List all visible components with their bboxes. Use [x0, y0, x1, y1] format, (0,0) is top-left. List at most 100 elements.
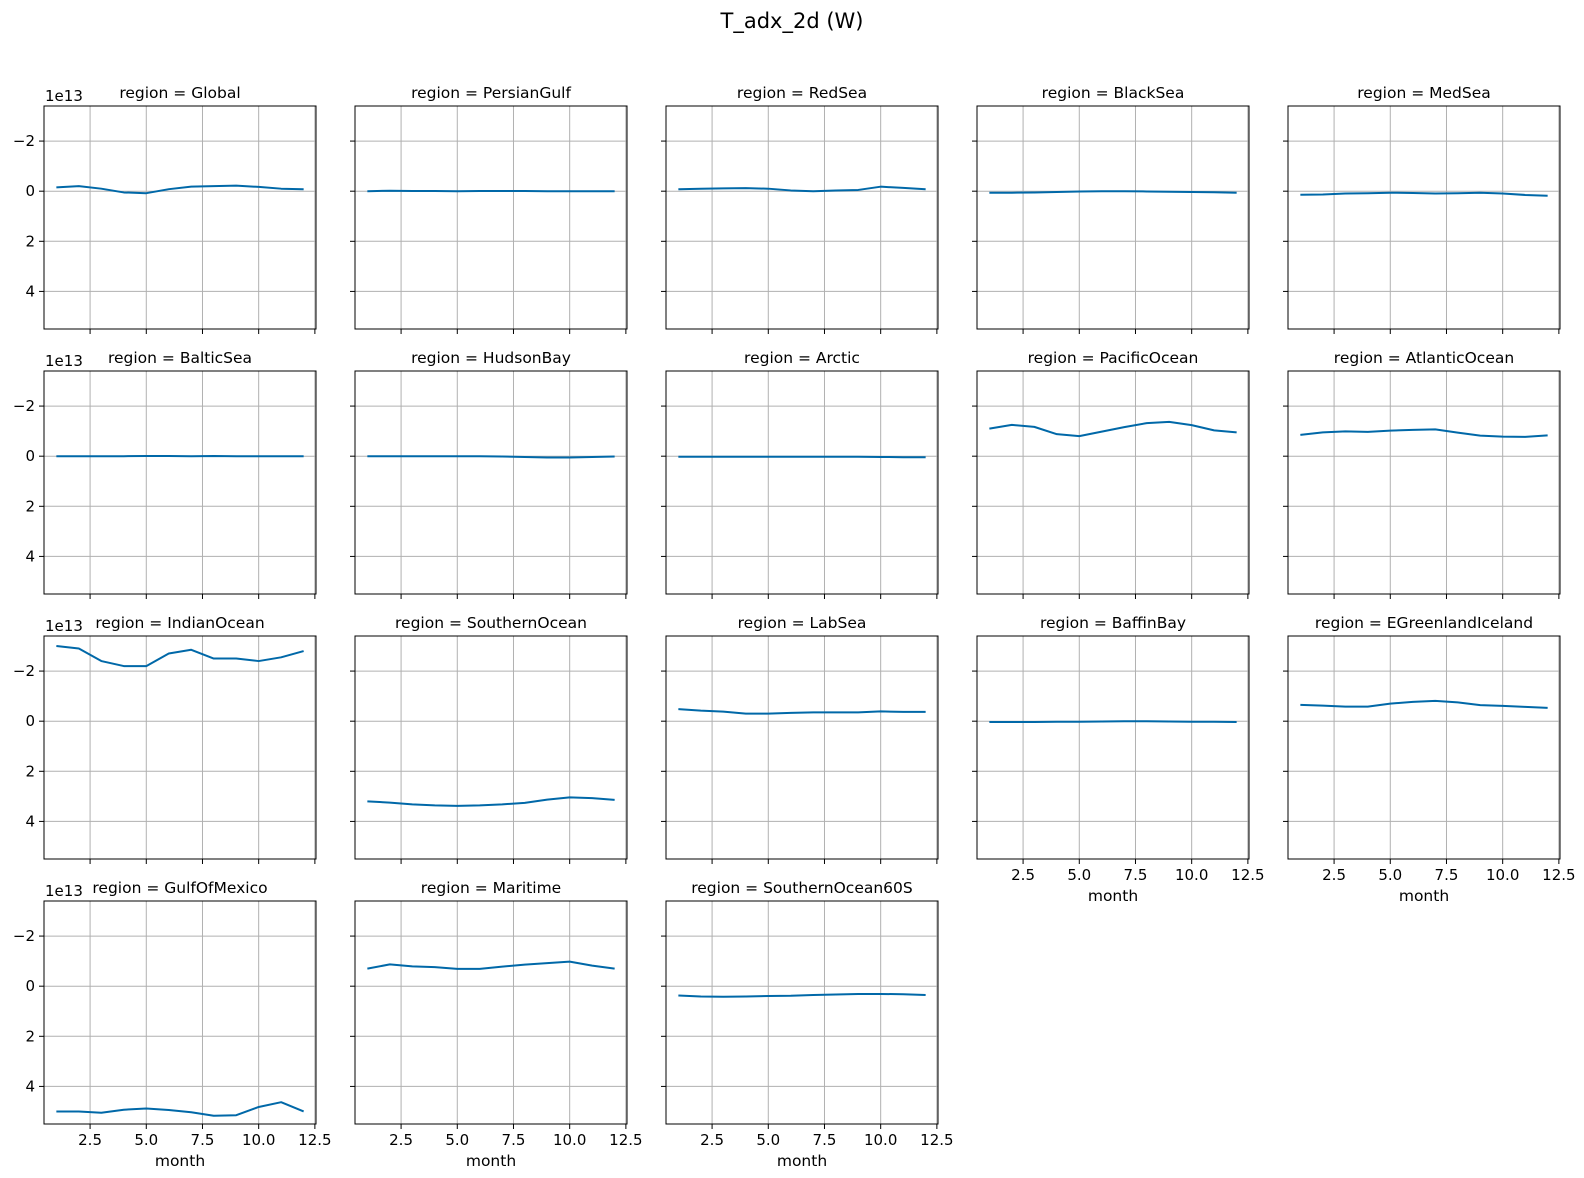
axes-frame: [43, 105, 317, 330]
x-tick-label: 7.5: [813, 1131, 837, 1149]
y-tick-label: 4: [25, 282, 35, 300]
panel-title: region = RedSea: [737, 84, 867, 102]
series-line: [367, 189, 615, 193]
panel-title: region = BaffinBay: [1040, 614, 1186, 632]
axes-frame: [1287, 105, 1561, 330]
axes-frame: [43, 900, 317, 1125]
series-line: [56, 645, 304, 668]
panel-title: region = IndianOcean: [95, 614, 264, 632]
axes-frame: [354, 105, 628, 330]
x-tick-label: 12.5: [298, 1131, 331, 1149]
axes-frame: [665, 370, 939, 595]
panel-egreenlandiceland: region = EGreenlandIceland 2.5 5.0 7.5 10.0 1…: [1283, 614, 1576, 905]
x-tick-label: 2.5: [1322, 866, 1346, 884]
x-tick-label: 10.0: [864, 1131, 897, 1149]
panel-maritime: region = Maritime 2.5 5.0 7.5 10.0 12.5 month: [350, 879, 643, 1170]
y-tick-label: −2: [13, 397, 35, 415]
series-line: [678, 185, 926, 193]
panel-title: region = MedSea: [1357, 84, 1490, 102]
x-tick-label: 7.5: [502, 1131, 526, 1149]
panel-title: region = BlackSea: [1042, 84, 1185, 102]
panel-hudsonbay: region = HudsonBay: [350, 349, 628, 599]
panel-title: region = SouthernOcean60S: [691, 879, 913, 897]
x-tick-label: 10.0: [242, 1131, 275, 1149]
x-tick-label: 12.5: [920, 1131, 953, 1149]
axes-frame: [354, 900, 628, 1125]
x-tick-label: 7.5: [1435, 866, 1459, 884]
y-tick-label: 2: [25, 1027, 35, 1045]
panel-medsea: region = MedSea: [1283, 84, 1561, 334]
y-tick-label: 0: [25, 182, 35, 200]
y-tick-label: 2: [25, 232, 35, 250]
x-tick-label: 2.5: [1011, 866, 1035, 884]
x-tick-label: 12.5: [1542, 866, 1575, 884]
y-tick-label: 2: [25, 497, 35, 515]
x-axis-label: month: [155, 1152, 205, 1170]
y-tick-label: 4: [25, 1077, 35, 1095]
axes-frame: [1287, 370, 1561, 595]
series-line: [678, 708, 926, 715]
panel-baffinbay: region = BaffinBay 2.5 5.0 7.5 10.0 12.5 month: [972, 614, 1265, 905]
series-line: [1300, 699, 1548, 709]
axes-frame: [665, 105, 939, 330]
panel-gulfofmexico: region = GulfOfMexico −2 0 2 4 1e13 2.5 5.0 7.5 1…: [13, 879, 332, 1170]
panel-blacksea: region = BlackSea: [972, 84, 1250, 334]
panel-global: region = Global −2 0 2 4 1e13: [13, 84, 317, 334]
series-line: [678, 992, 926, 998]
panel-arctic: region = Arctic: [661, 349, 939, 599]
y-tick-label: 0: [25, 712, 35, 730]
x-tick-label: 10.0: [1175, 866, 1208, 884]
x-tick-label: 5.0: [756, 1131, 780, 1149]
x-tick-label: 5.0: [445, 1131, 469, 1149]
y-tick-label: 0: [25, 977, 35, 995]
panel-title: region = SouthernOcean: [395, 614, 587, 632]
series-line: [678, 455, 926, 459]
axes-frame: [1287, 635, 1561, 860]
panel-title: region = Maritime: [421, 879, 561, 897]
panel-atlanticocean: region = AtlanticOcean: [1283, 349, 1561, 599]
y-tick-label: 2: [25, 762, 35, 780]
panel-southernocean: region = SouthernOcean: [350, 614, 628, 864]
series-line: [56, 1101, 305, 1117]
axes-frame: [354, 370, 628, 595]
series-line: [989, 190, 1237, 194]
axes-frame: [665, 900, 939, 1125]
series-line: [56, 184, 304, 195]
panel-title: region = BalticSea: [108, 349, 252, 367]
series-line: [1300, 428, 1548, 438]
x-tick-label: 2.5: [78, 1131, 102, 1149]
panel-title: region = PacificOcean: [1028, 349, 1199, 367]
panel-redsea: region = RedSea: [661, 84, 939, 334]
x-tick-label: 5.0: [1378, 866, 1402, 884]
panel-title: region = HudsonBay: [411, 349, 571, 367]
y-offset-label: 1e13: [45, 617, 83, 635]
axes-frame: [43, 370, 317, 595]
series-line: [367, 796, 615, 807]
panel-balticsea: region = BalticSea −2 0 2 4 1e13: [13, 349, 317, 599]
panel-title: region = LabSea: [738, 614, 867, 632]
panel-title: region = Arctic: [744, 349, 860, 367]
panel-pacificocean: region = PacificOcean: [972, 349, 1250, 599]
x-tick-label: 2.5: [700, 1131, 724, 1149]
x-axis-label: month: [777, 1152, 827, 1170]
panel-title: region = EGreenlandIceland: [1315, 614, 1533, 632]
panel-indianocean: region = IndianOcean −2 0 2 4 1e13: [13, 614, 317, 864]
axes-frame: [976, 370, 1250, 595]
series-line: [367, 455, 615, 459]
y-offset-label: 1e13: [45, 352, 83, 370]
x-tick-label: 10.0: [1486, 866, 1519, 884]
y-tick-label: 4: [25, 812, 35, 830]
series-line: [367, 960, 615, 970]
panel-labsea: region = LabSea: [661, 614, 939, 864]
panel-title: region = PersianGulf: [411, 84, 571, 102]
panel-grid: region = Global −2 0 2 4 1e13 region = Persian…: [13, 84, 1576, 1170]
x-tick-label: 7.5: [191, 1131, 215, 1149]
y-offset-label: 1e13: [45, 882, 83, 900]
axes-frame: [43, 635, 317, 860]
y-tick-label: 0: [25, 447, 35, 465]
y-tick-label: 4: [25, 547, 35, 565]
y-tick-label: −2: [13, 927, 35, 945]
x-tick-label: 10.0: [553, 1131, 586, 1149]
y-tick-label: −2: [13, 662, 35, 680]
